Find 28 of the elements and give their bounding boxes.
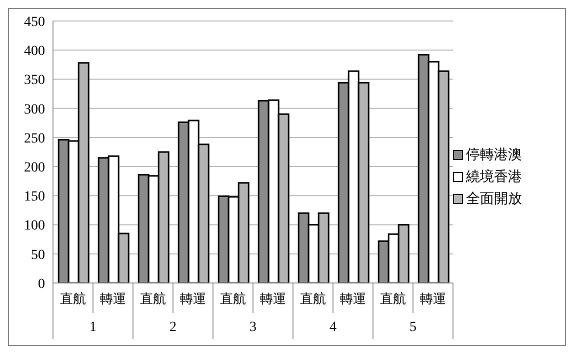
text: 1 (90, 320, 96, 335)
y-tick-label: 50 (31, 248, 45, 263)
legend-label: 停轉港澳 (466, 146, 522, 164)
x-tick-label: 轉運 (180, 291, 206, 306)
x-tick-label: 轉運 (100, 291, 126, 306)
x-tick-label: 轉運 (260, 291, 286, 306)
y-tick-label: 350 (24, 73, 45, 88)
text: 4 (330, 320, 336, 335)
legend-label: 全面開放 (466, 190, 522, 208)
x-tick-label: 直航 (60, 291, 86, 306)
text: 2 (170, 320, 176, 335)
y-tick-label: 450 (24, 14, 45, 30)
x-tick-label: 直航 (380, 291, 406, 306)
x-tick-label: 直航 (140, 291, 166, 306)
text: 5 (410, 320, 416, 335)
x-tick-label: 轉運 (340, 291, 366, 306)
legend-label: 繞境香港 (466, 168, 522, 186)
y-tick-label: 300 (24, 102, 45, 118)
x-tick-label: 直航 (300, 291, 326, 306)
text: 3 (250, 320, 256, 335)
y-tick-label: 150 (24, 190, 45, 205)
x-tick-label: 轉運 (420, 291, 446, 306)
x-tick-label: 直航 (220, 291, 246, 306)
y-tick-label: 250 (24, 131, 45, 146)
y-tick-label: 100 (24, 218, 45, 234)
y-tick-label: 200 (24, 160, 45, 176)
y-tick-label: 0 (38, 276, 45, 292)
y-tick-label: 400 (24, 44, 45, 60)
